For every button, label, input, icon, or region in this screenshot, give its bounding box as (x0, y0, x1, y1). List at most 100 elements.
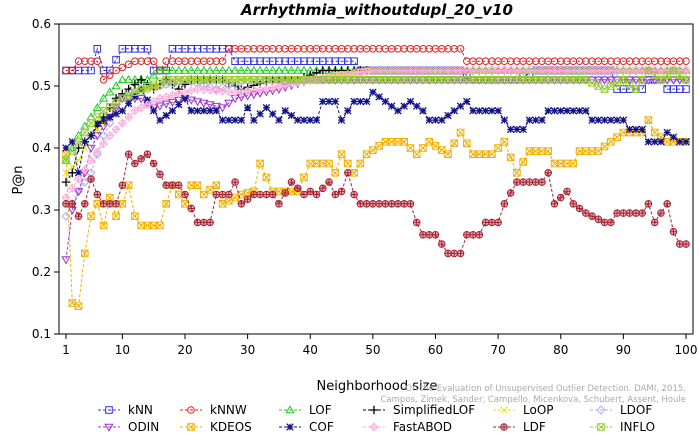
data-point (650, 76, 660, 85)
data-point (563, 107, 571, 115)
data-point (494, 144, 502, 152)
data-point (519, 125, 527, 134)
data-point (162, 111, 170, 120)
data-point (657, 209, 665, 217)
data-point (181, 94, 189, 103)
data-point (563, 159, 571, 168)
data-point (475, 150, 484, 158)
data-point (588, 79, 596, 87)
data-point (118, 200, 127, 208)
data-point (400, 200, 408, 208)
data-point (525, 178, 534, 186)
data-point (569, 159, 578, 168)
data-point (218, 200, 227, 208)
data-point (187, 204, 196, 213)
data-point (61, 155, 71, 164)
data-point (281, 107, 289, 115)
data-point (569, 107, 578, 115)
data-point (550, 200, 559, 208)
data-point (237, 116, 246, 124)
data-point (99, 221, 108, 230)
data-point (87, 66, 95, 75)
data-point (431, 142, 440, 150)
x-tick-label: 30 (240, 343, 255, 357)
data-point (506, 153, 515, 162)
data-point (475, 231, 484, 239)
data-point (600, 116, 609, 124)
legend-label: kNN (128, 403, 153, 417)
data-point (293, 65, 303, 74)
data-point (117, 118, 127, 128)
legend-label: KDEOS (210, 420, 252, 434)
data-point (488, 218, 496, 227)
data-point (682, 138, 690, 146)
data-point (243, 189, 252, 197)
data-point (218, 57, 227, 66)
data-point (74, 174, 84, 184)
series-inflo (62, 66, 690, 165)
data-point (268, 65, 278, 74)
data-point (513, 125, 521, 134)
data-point (500, 200, 509, 208)
data-point (337, 116, 346, 124)
data-point (362, 200, 371, 208)
data-point (650, 218, 659, 227)
data-point (74, 212, 83, 220)
data-point (375, 142, 383, 150)
data-point (675, 240, 684, 248)
data-point (106, 200, 114, 208)
legend-item-odin: ODIN (98, 420, 159, 434)
data-point (481, 218, 490, 227)
data-point (513, 169, 521, 177)
data-point (242, 65, 253, 74)
data-point (231, 193, 239, 202)
data-point (225, 76, 233, 84)
data-point (68, 147, 77, 155)
x-tick-label: 90 (616, 343, 631, 357)
data-point (199, 190, 208, 199)
data-point (111, 104, 121, 113)
data-point (425, 138, 434, 146)
data-point (236, 65, 247, 74)
x-tick-label: 50 (365, 343, 380, 357)
data-point (217, 104, 228, 113)
data-point (199, 218, 208, 227)
data-point (494, 107, 502, 115)
data-point (350, 97, 358, 106)
data-point (199, 65, 209, 74)
data-point (607, 138, 615, 146)
data-point (106, 193, 114, 202)
data-point (644, 116, 653, 124)
data-point (275, 200, 283, 208)
data-point (444, 249, 452, 258)
data-point (381, 200, 390, 208)
data-point (256, 110, 264, 118)
data-point (644, 200, 653, 208)
data-point (124, 99, 133, 108)
chart-title: Arrhythmia_withoutdupl_20_v10 (240, 1, 513, 19)
x-tick-label: 80 (553, 343, 568, 357)
credit-line-1: On the Evaluation of Unsupervised Outlie… (405, 384, 686, 394)
data-point (369, 146, 377, 154)
data-point (544, 169, 553, 177)
data-point (325, 97, 333, 106)
data-point (632, 125, 640, 134)
data-point (98, 93, 109, 102)
data-point (268, 190, 277, 199)
data-point (632, 85, 640, 93)
data-point (106, 71, 114, 79)
data-point (638, 125, 646, 134)
data-point (293, 76, 302, 84)
data-point (400, 102, 408, 110)
data-point (218, 190, 227, 199)
data-point (668, 76, 679, 85)
data-point (643, 76, 654, 85)
legend-marker (187, 406, 195, 414)
data-point (81, 144, 89, 152)
data-point (312, 116, 321, 124)
data-point (193, 76, 202, 84)
data-point (337, 150, 346, 158)
legend-item-fastabod: FastABOD (363, 420, 452, 434)
y-tick-label: 0.4 (32, 141, 51, 155)
